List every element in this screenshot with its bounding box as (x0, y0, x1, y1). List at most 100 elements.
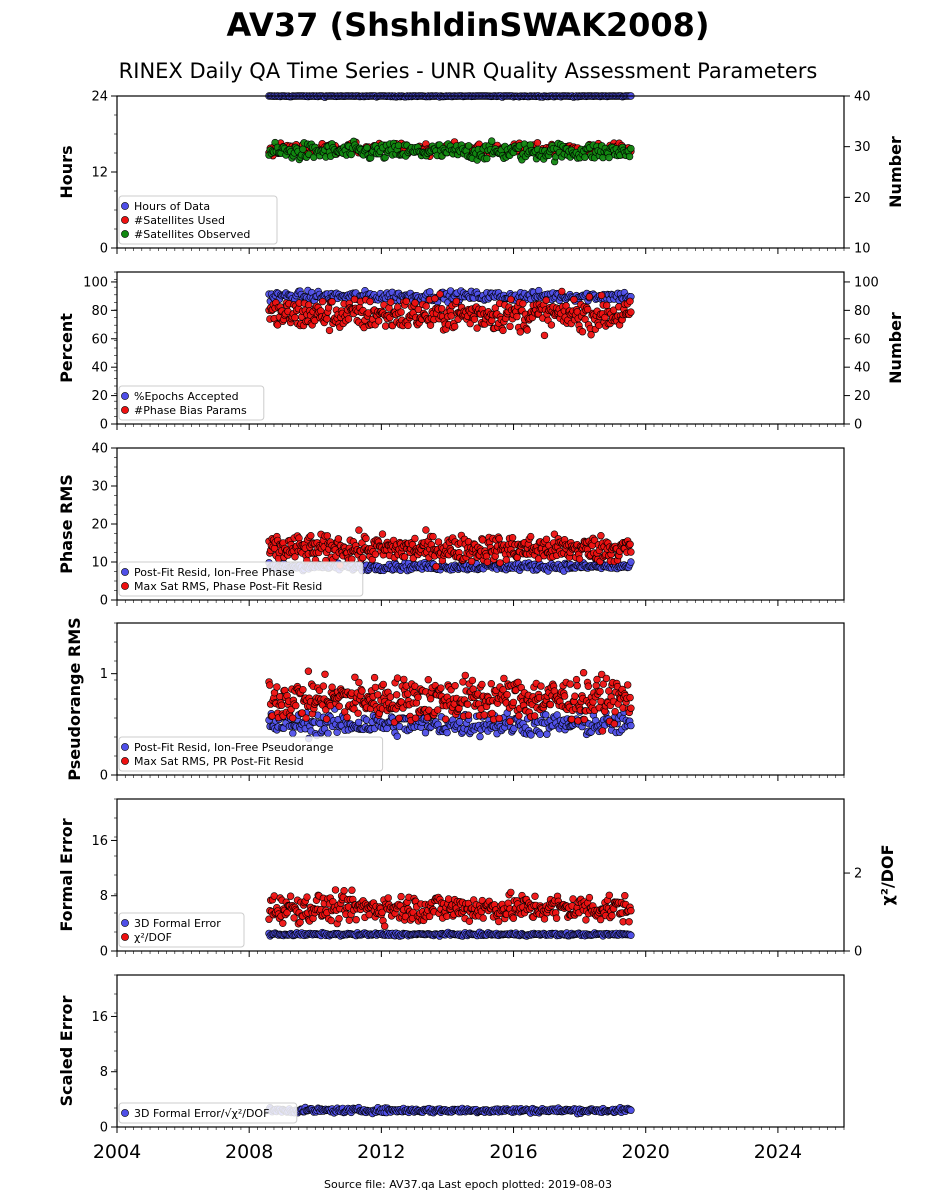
data-point-red (516, 328, 524, 336)
data-point-red (434, 706, 442, 714)
legend-marker (121, 392, 129, 400)
y-right-tick-label: 2 (854, 867, 862, 882)
legend-label: %Epochs Accepted (134, 390, 239, 403)
legend-marker (121, 757, 129, 765)
data-point-red (404, 321, 412, 330)
y-tick-label: 100 (83, 275, 108, 290)
data-point-red (299, 685, 307, 694)
data-point-red (441, 715, 450, 723)
data-point-red (584, 682, 592, 690)
data-point-red (303, 893, 311, 901)
data-point-red (431, 294, 439, 303)
data-point-red (558, 287, 566, 296)
data-point-red (386, 693, 395, 701)
legend-marker (121, 1109, 129, 1117)
data-point-red (609, 306, 618, 314)
data-point-red (579, 668, 588, 677)
data-point-green (605, 153, 613, 162)
data-point-red (597, 531, 605, 540)
data-point-red (562, 302, 570, 310)
data-point-red (540, 331, 549, 340)
data-point-red (583, 305, 592, 314)
legend-label: Max Sat RMS, PR Post-Fit Resid (134, 755, 304, 768)
data-point-red (626, 693, 634, 702)
data-point-blue (393, 732, 401, 740)
data-point-red (273, 683, 281, 691)
data-point-red (605, 891, 613, 899)
data-point-red (302, 714, 310, 722)
legend-label: 3D Formal Error/√χ²/DOF (134, 1107, 269, 1120)
data-point-red (621, 891, 629, 900)
data-point-red (344, 315, 353, 323)
data-point-blue (354, 718, 363, 727)
data-point-red (627, 906, 635, 915)
y-tick-label: 0 (100, 1121, 108, 1136)
data-point-red (277, 701, 286, 709)
data-point-red (370, 673, 379, 682)
data-point-green (627, 144, 635, 153)
data-point-red (286, 892, 295, 900)
data-point-red (503, 690, 511, 699)
data-point-red (451, 681, 459, 690)
x-tick-label: 2016 (489, 1141, 537, 1163)
data-point-red (495, 534, 503, 543)
data-point-blue (627, 931, 635, 939)
data-point-red (461, 671, 469, 680)
y-axis-label: Phase RMS (57, 474, 76, 574)
y-right-tick-label: 100 (854, 275, 879, 290)
x-tick-label: 2020 (622, 1141, 670, 1163)
legend-label: Hours of Data (134, 200, 210, 213)
panel-2-points (265, 286, 635, 340)
data-point-red (436, 290, 444, 298)
data-point-red (319, 682, 328, 690)
panel-4: 0 1 Pseudorange RMS Post-Fit Resid, Ion-Fre… (65, 617, 845, 784)
data-point-red (598, 727, 607, 735)
data-point-red (602, 301, 611, 310)
data-point-red (400, 675, 408, 684)
data-point-blue (455, 718, 464, 726)
data-point-red (323, 315, 331, 323)
data-point-red (470, 315, 479, 323)
y-tick-label: 80 (91, 304, 108, 319)
data-point-red (507, 888, 515, 897)
y-tick-label: 0 (100, 594, 108, 609)
data-point-red (451, 322, 459, 331)
data-point-red (506, 322, 514, 331)
panel-3: 0 10 20 30 40 Phase RMS Post-Fit Resid, Ion-Fr… (57, 442, 845, 609)
y-tick-label: 0 (100, 769, 108, 784)
y-tick-label: 20 (91, 389, 108, 404)
panel-2: 0 20 40 60 80 100 0 20 40 60 80 100 Percent Number %Ep… (57, 271, 905, 433)
data-point-blue (536, 730, 544, 738)
data-point-red (509, 914, 518, 922)
data-point-red (291, 553, 299, 561)
legend-marker (121, 933, 129, 941)
y-tick-label: 20 (91, 518, 108, 533)
legend: Hours of Data#Satellites Used#Satellites… (118, 195, 278, 245)
data-point-red (459, 678, 467, 686)
y-axis-right-label: χ²/DOF (878, 845, 897, 906)
data-point-red (608, 911, 616, 920)
data-point-red (379, 680, 387, 689)
data-point-red (393, 691, 401, 699)
legend-box (118, 385, 265, 421)
y-tick-label: 0 (100, 242, 108, 257)
data-point-green (488, 137, 496, 145)
data-point-red (626, 540, 634, 548)
data-point-red (488, 709, 496, 718)
y-tick-label: 30 (91, 480, 108, 495)
y-right-tick-label: 20 (854, 191, 871, 206)
data-point-red (506, 717, 514, 726)
data-point-red (560, 692, 569, 700)
data-point-red (508, 533, 517, 542)
data-point-red (355, 678, 363, 687)
data-point-red (438, 305, 446, 313)
data-point-red (585, 893, 594, 902)
source-footer: Source file: AV37.qa Last epoch plotted:… (324, 1178, 612, 1191)
y-tick-label: 0 (100, 418, 108, 433)
figure-title: AV37 (ShshldinSWAK2008) (226, 6, 709, 44)
data-point-red (578, 328, 587, 336)
data-point-blue (627, 558, 635, 566)
data-point-red (478, 680, 486, 689)
